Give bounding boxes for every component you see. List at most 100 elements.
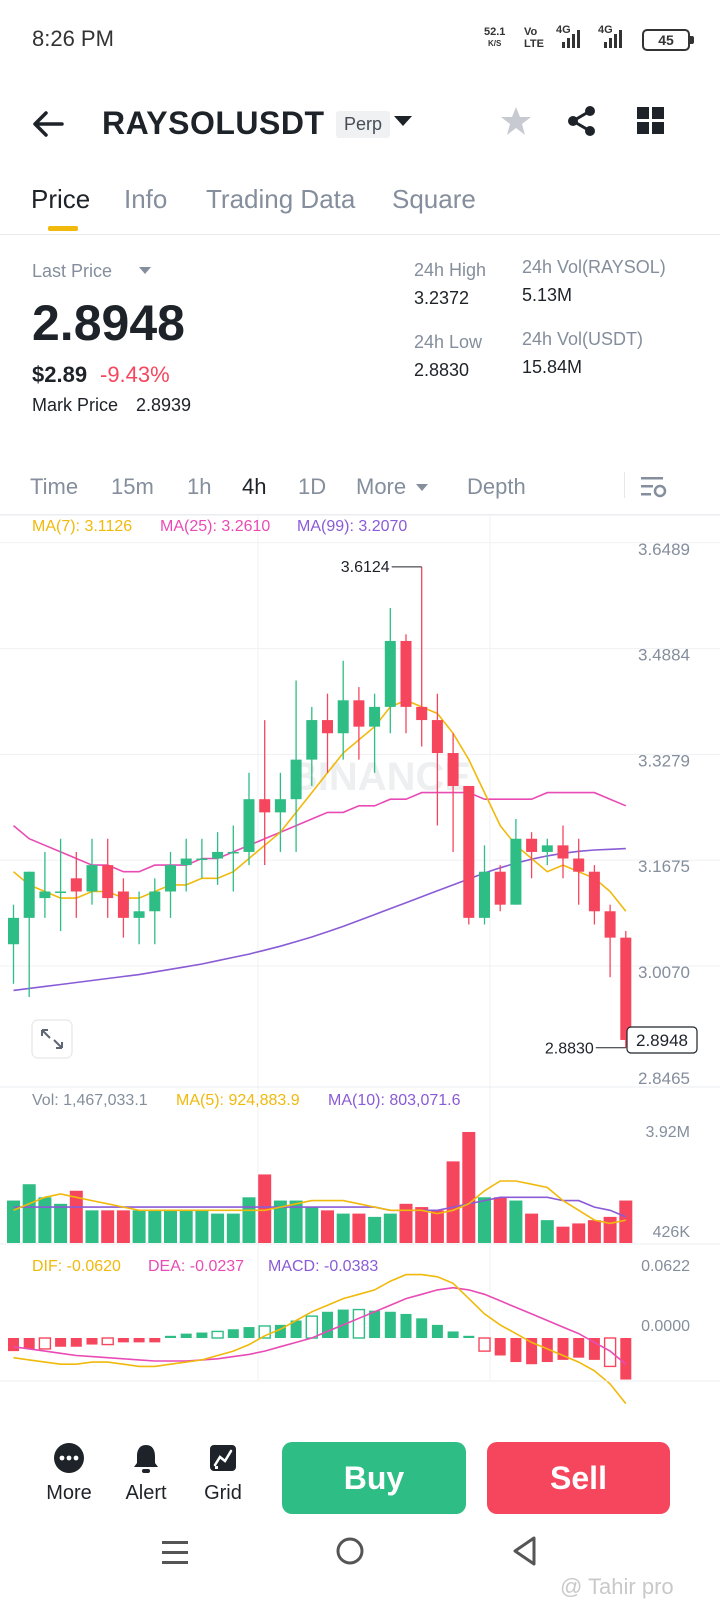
volume-bar xyxy=(556,1226,570,1243)
interval-4h[interactable]: 4h xyxy=(242,474,267,499)
volume-bar xyxy=(38,1197,52,1243)
macd-histogram-bar xyxy=(165,1335,176,1338)
candle-body xyxy=(212,851,224,859)
volume-bar xyxy=(415,1207,429,1243)
macd-histogram-bar xyxy=(305,1315,318,1339)
more-action[interactable]: More xyxy=(29,1432,109,1505)
interval-1h[interactable]: 1h xyxy=(187,474,212,499)
back-nav-icon[interactable] xyxy=(510,1535,540,1567)
grid-layout-icon[interactable] xyxy=(637,107,665,135)
volume-bar xyxy=(116,1210,130,1243)
tab-price[interactable]: Price xyxy=(31,184,91,214)
price-summary: Last Price 2.8948 $2.89 -9.43% Mark Pric… xyxy=(0,236,720,456)
volume-axis-label: 426K xyxy=(653,1224,691,1241)
interval-time[interactable]: Time xyxy=(30,474,79,499)
macd-histogram-bar xyxy=(290,1320,302,1338)
candle-body xyxy=(196,858,208,861)
ma25-line xyxy=(12,791,627,873)
macd-histogram-bar xyxy=(431,1324,443,1338)
volume-bar xyxy=(478,1197,491,1243)
last-price-dropdown-icon[interactable] xyxy=(138,266,152,276)
volume-bar xyxy=(179,1210,193,1243)
volume-bar xyxy=(242,1197,256,1243)
candle-body xyxy=(557,845,569,859)
grid-action[interactable]: Grid xyxy=(183,1432,263,1505)
symbol-title[interactable]: RAYSOLUSDT xyxy=(102,105,325,141)
home-icon[interactable] xyxy=(334,1535,366,1567)
ma99-legend: MA(99): 3.2070 xyxy=(297,518,407,535)
macd-histogram-bar xyxy=(101,1337,114,1346)
candle-body xyxy=(573,858,585,872)
candle-body xyxy=(494,871,506,905)
high-24h-label: 24h High xyxy=(414,260,487,280)
volume-ma10-line xyxy=(13,1196,627,1218)
macd-histogram-bar xyxy=(196,1332,208,1338)
macd-histogram-bar xyxy=(463,1335,475,1338)
candle-body xyxy=(447,753,459,787)
volume-bar xyxy=(493,1197,507,1243)
candle-body xyxy=(588,871,600,912)
grid-trading-icon xyxy=(210,1445,236,1471)
tab-trading-data[interactable]: Trading Data xyxy=(206,184,356,214)
volume-ma5-line xyxy=(13,1180,626,1225)
volume-bar xyxy=(446,1161,460,1243)
alert-action[interactable]: Alert xyxy=(106,1432,186,1505)
interval-depth[interactable]: Depth xyxy=(467,474,526,499)
recents-icon[interactable] xyxy=(160,1537,190,1567)
macd-axis-label: 0.0622 xyxy=(641,1258,690,1275)
volume-ma10-legend: MA(10): 803,071.6 xyxy=(328,1092,461,1109)
dif-legend: DIF: -0.0620 xyxy=(32,1258,121,1275)
volume-legend: Vol: 1,467,033.1 xyxy=(32,1092,148,1109)
buy-button[interactable]: Buy xyxy=(282,1442,466,1514)
tab-info[interactable]: Info xyxy=(124,184,168,214)
share-icon[interactable] xyxy=(566,105,598,137)
volume-bar xyxy=(226,1213,240,1243)
high-marker-label: 3.6124 xyxy=(341,559,390,576)
alert-action-label: Alert xyxy=(125,1482,167,1504)
candle-body xyxy=(290,759,302,800)
signal-4g-label-2: 4G xyxy=(598,24,613,36)
volte-bottom: LTE xyxy=(524,38,544,50)
macd-histogram-bar xyxy=(227,1329,239,1338)
volume-bar xyxy=(85,1210,99,1243)
candle-body xyxy=(227,851,239,854)
candle-body xyxy=(8,917,19,945)
volume-bar xyxy=(22,1184,36,1243)
kline-chart-svg[interactable]: BINANCE 3.6489 3.4884 3.3279 3.1675 3.0070 2.8… xyxy=(0,514,720,1420)
macd-histogram-bar xyxy=(180,1333,192,1338)
volume-bar xyxy=(258,1174,272,1243)
current-price-label: 2.8948 xyxy=(636,1031,688,1050)
more-dropdown-icon[interactable] xyxy=(415,483,429,493)
chart-settings-icon[interactable] xyxy=(640,474,668,500)
sell-button[interactable]: Sell xyxy=(487,1442,670,1514)
macd-histogram-bar xyxy=(588,1338,600,1360)
candle-body xyxy=(180,858,192,866)
candle-body xyxy=(165,865,176,892)
symbol-dropdown-icon[interactable] xyxy=(392,113,414,129)
macd-histogram-bar xyxy=(384,1311,396,1338)
macd-histogram-bar xyxy=(38,1337,52,1350)
fullscreen-button xyxy=(31,1019,73,1059)
favorite-star-icon[interactable] xyxy=(500,105,532,137)
candle-body xyxy=(431,720,443,754)
interval-15m[interactable]: 15m xyxy=(111,474,154,499)
signal-4g-label-1: 4G xyxy=(556,24,571,36)
macd-histogram-bar xyxy=(337,1309,349,1338)
candle-body xyxy=(463,786,475,918)
interval-1d[interactable]: 1D xyxy=(298,474,327,499)
candle-body xyxy=(479,871,490,918)
candle-body xyxy=(102,865,114,899)
back-arrow-icon[interactable] xyxy=(30,109,66,139)
last-price-label[interactable]: Last Price xyxy=(32,261,113,281)
signal-icon-2 xyxy=(604,30,622,48)
active-tab-indicator xyxy=(48,226,78,231)
macd-histogram-bar xyxy=(416,1318,428,1338)
tab-square[interactable]: Square xyxy=(392,184,476,214)
low-marker-label: 2.8830 xyxy=(545,1041,594,1058)
candle-body xyxy=(353,700,365,727)
macd-histogram-bar xyxy=(117,1338,129,1343)
vol-quote-value: 15.84M xyxy=(522,357,583,377)
chart-area[interactable]: BINANCE 3.6489 3.4884 3.3279 3.1675 3.0070 2.8… xyxy=(0,514,720,1420)
volume-axis-label: 3.92M xyxy=(646,1124,690,1141)
interval-more[interactable]: More xyxy=(356,474,407,499)
